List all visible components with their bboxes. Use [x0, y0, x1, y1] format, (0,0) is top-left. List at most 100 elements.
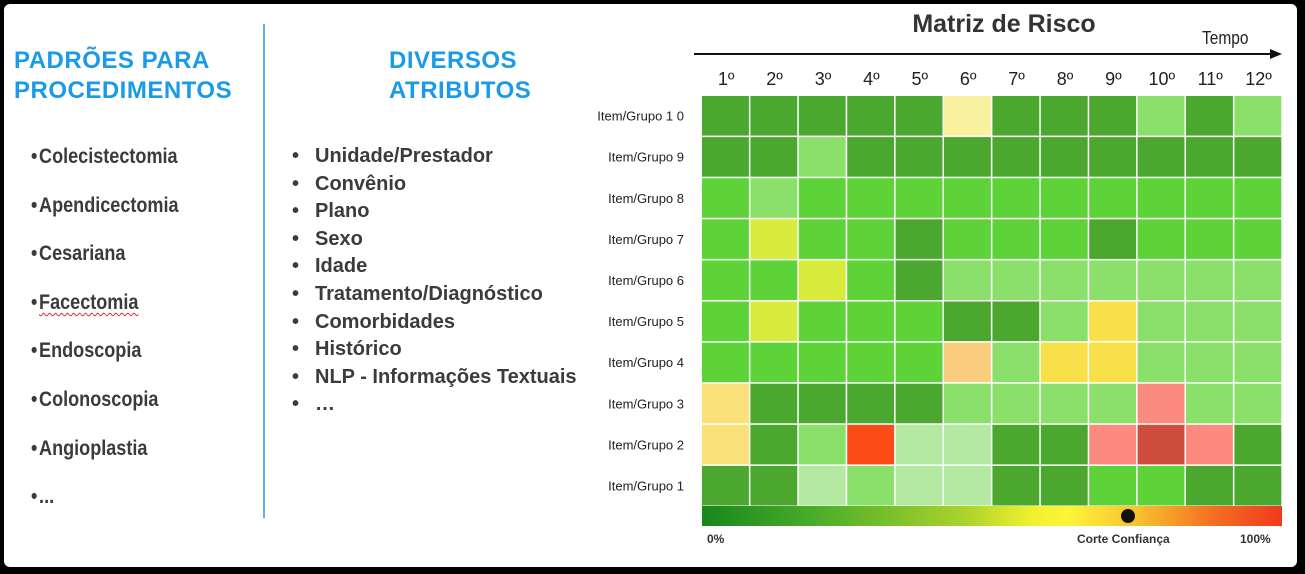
procedure-label: Apendicectomia [39, 193, 179, 217]
heatmap-cell [750, 178, 798, 218]
heatmap-cell [1040, 178, 1088, 218]
bullet-icon: • [292, 145, 300, 167]
procedure-item: •Cesariana [31, 239, 179, 288]
heatmap-cell [1234, 424, 1282, 465]
heatmap-cell [798, 424, 846, 465]
heatmap-cell [750, 137, 798, 177]
heatmap-cell [895, 424, 943, 465]
heatmap-cell [1040, 301, 1088, 342]
column-label: 8º [1057, 69, 1074, 89]
row-label: Item/Grupo 1 [608, 478, 684, 493]
heatmap-cell [847, 301, 895, 342]
attribute-item: • Tratamento/Diagnóstico [292, 281, 577, 309]
slide: PADRÕES PARA PROCEDIMENTOS •Colecistecto… [4, 4, 1297, 567]
procedure-item: •Facectomia [31, 288, 179, 337]
attribute-item: • NLP - Informações Textuais [292, 364, 577, 392]
bullet-icon: • [31, 145, 38, 168]
time-arrow-icon [694, 49, 1282, 59]
heatmap-cell [1089, 96, 1137, 136]
heatmap-cell [944, 219, 991, 259]
attribute-item: • Idade [292, 253, 577, 281]
attribute-label: Comorbidades [315, 310, 456, 333]
attribute-label: Convênio [315, 172, 407, 195]
heatmap-cell [847, 137, 895, 177]
procedure-label: Endoscopia [39, 339, 142, 363]
heatmap-cell [1186, 424, 1233, 465]
heatmap-cell [1234, 342, 1282, 383]
bullet-icon: • [31, 387, 38, 411]
procedures-list: •Colecistectomia •Apendicectomia •Cesarian… [31, 142, 203, 531]
heatmap-cell [992, 301, 1040, 342]
heatmap-cell [798, 260, 846, 300]
bullet-icon: • [292, 255, 300, 278]
heatmap-cell [750, 219, 798, 259]
heatmap-cell [847, 260, 895, 300]
attribute-item: • Histórico [292, 336, 577, 364]
heatmap-cell [798, 301, 846, 342]
heatmap-cell [750, 342, 798, 383]
procedure-label: Colonoscopia [39, 387, 159, 411]
scale-max-label: 100% [1240, 532, 1271, 546]
bullet-icon: • [31, 242, 38, 266]
heatmap-cell [847, 424, 895, 465]
heatmap-cell [895, 260, 943, 300]
heatmap-cell [1040, 96, 1088, 136]
risk-scale-bar [702, 506, 1282, 526]
procedure-item: •Endoscopia [31, 336, 179, 385]
heatmap-cell [944, 137, 991, 177]
heatmap-cell [992, 424, 1040, 465]
heatmap-cell [992, 465, 1040, 506]
heatmap-cell [1137, 260, 1185, 300]
attribute-item: • Unidade/Prestador [292, 143, 577, 171]
heatmap-cell [944, 260, 991, 300]
procedure-label: Angioplastia [39, 436, 148, 460]
heatmap-cell [1234, 260, 1282, 300]
heatmap-cell [1186, 178, 1233, 218]
heatmap-cell [1089, 301, 1137, 342]
procedure-label: Cesariana [39, 242, 126, 266]
bullet-icon: • [31, 290, 38, 314]
heatmap-cell [702, 260, 749, 300]
procedure-item: •Colonoscopia [31, 385, 179, 434]
column-label: 7º [1008, 69, 1025, 89]
heatmap-cell [1040, 383, 1088, 424]
attribute-item: • Sexo [292, 226, 577, 254]
column-label: 3º [815, 69, 832, 89]
heatmap-cell [847, 342, 895, 383]
heatmap-cell [1040, 219, 1088, 259]
heatmap-cell [992, 219, 1040, 259]
procedure-item: •Apendicectomia [31, 191, 179, 240]
heatmap-cell [750, 424, 798, 465]
attribute-item: • Comorbidades [292, 309, 577, 337]
heatmap-cell [895, 137, 943, 177]
column-label: 1º [718, 69, 735, 89]
heatmap-cell [1040, 260, 1088, 300]
heatmap-cell [702, 342, 749, 383]
attribute-label: Sexo [315, 227, 363, 250]
column-label: 9º [1105, 69, 1122, 89]
time-axis-label: Tempo [1202, 28, 1249, 48]
heatmap-cell [992, 178, 1040, 218]
heatmap-cell [750, 260, 798, 300]
heatmap-cell [750, 383, 798, 424]
attribute-item: • Convênio [292, 171, 577, 199]
heatmap-cell [992, 137, 1040, 177]
heatmap-cell [847, 219, 895, 259]
divider [263, 24, 265, 518]
heatmap-cell [1137, 342, 1185, 383]
attribute-label: Plano [315, 200, 370, 223]
bullet-icon: • [292, 172, 300, 195]
heatmap-cell [750, 301, 798, 342]
heatmap-cell [1186, 219, 1233, 259]
procedure-label: ... [39, 485, 55, 509]
heatmap-cell [1137, 178, 1185, 218]
heatmap-cell [944, 301, 991, 342]
heatmap-cell [944, 96, 991, 136]
heatmap-cell [702, 219, 749, 259]
heatmap-cell [1040, 465, 1088, 506]
heatmap-cell [702, 383, 749, 424]
heatmap-cell [1089, 342, 1137, 383]
attribute-label: Unidade/Prestador [315, 145, 493, 167]
bullet-icon: • [31, 193, 38, 217]
attribute-item: •… [292, 391, 577, 419]
